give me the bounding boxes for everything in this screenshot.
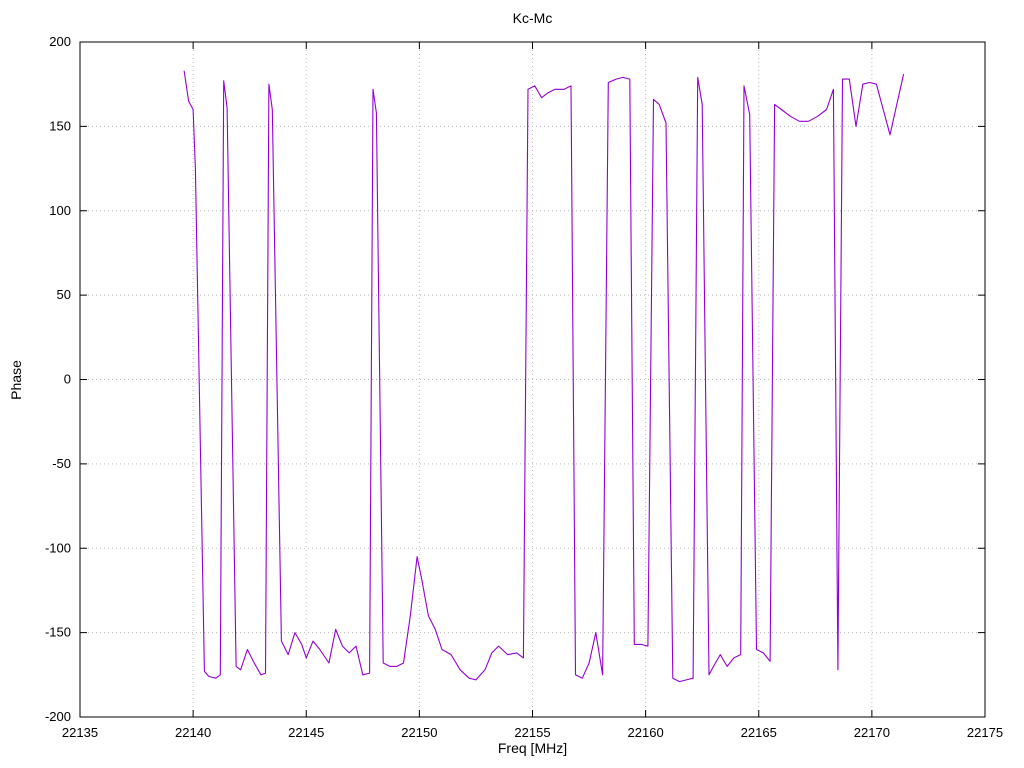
y-tick-label: 150 — [49, 118, 71, 133]
x-tick-label: 22165 — [741, 725, 777, 740]
y-tick-label: 0 — [64, 372, 71, 387]
x-tick-label: 22160 — [628, 725, 664, 740]
y-tick-label: -50 — [52, 456, 71, 471]
x-tick-label: 22155 — [514, 725, 550, 740]
x-axis-label: Freq [MHz] — [497, 740, 568, 756]
x-tick-label: 22135 — [62, 725, 98, 740]
x-tick-label: 22145 — [288, 725, 324, 740]
x-tick-label: 22150 — [401, 725, 437, 740]
y-tick-label: -200 — [45, 709, 71, 724]
y-tick-label: 200 — [49, 34, 71, 49]
chart-title: Kc-Mc — [512, 10, 553, 26]
y-tick-label: -100 — [45, 540, 71, 555]
data-line — [183, 70, 905, 683]
x-tick-label: 22170 — [854, 725, 890, 740]
x-tick-label: 22175 — [967, 725, 1003, 740]
plot-border — [79, 41, 986, 718]
y-tick-label: 100 — [49, 203, 71, 218]
x-tick-label: 22140 — [175, 725, 211, 740]
y-tick-label: -150 — [45, 625, 71, 640]
y-tick-label: 50 — [57, 287, 71, 302]
